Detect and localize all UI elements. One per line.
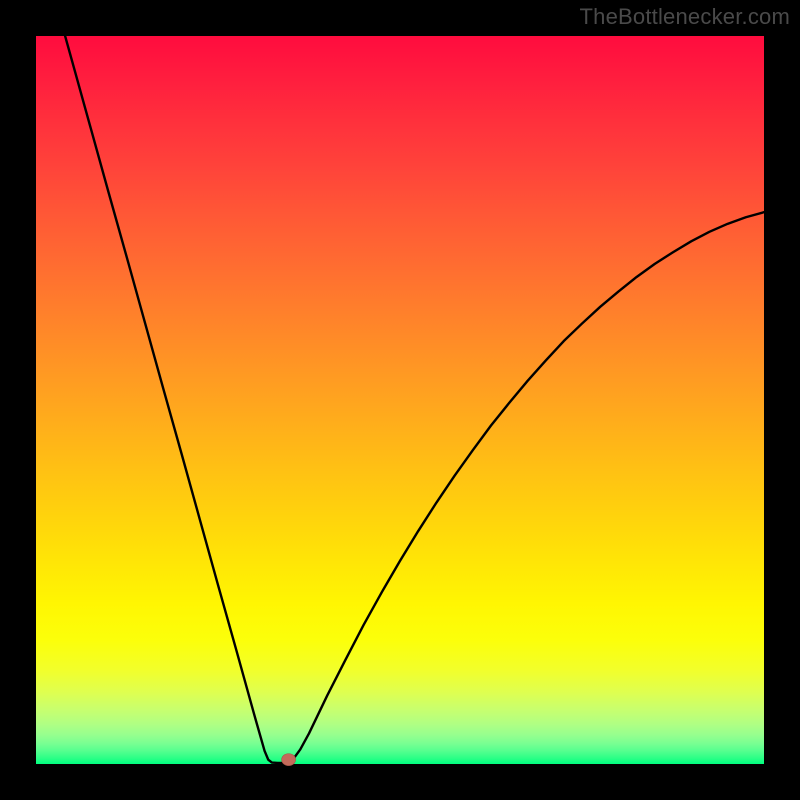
- chart-svg: [0, 0, 800, 800]
- watermark-label: TheBottlenecker.com: [580, 4, 790, 30]
- optimal-point-marker: [282, 754, 296, 766]
- bottleneck-chart: TheBottlenecker.com: [0, 0, 800, 800]
- chart-background: [36, 36, 764, 764]
